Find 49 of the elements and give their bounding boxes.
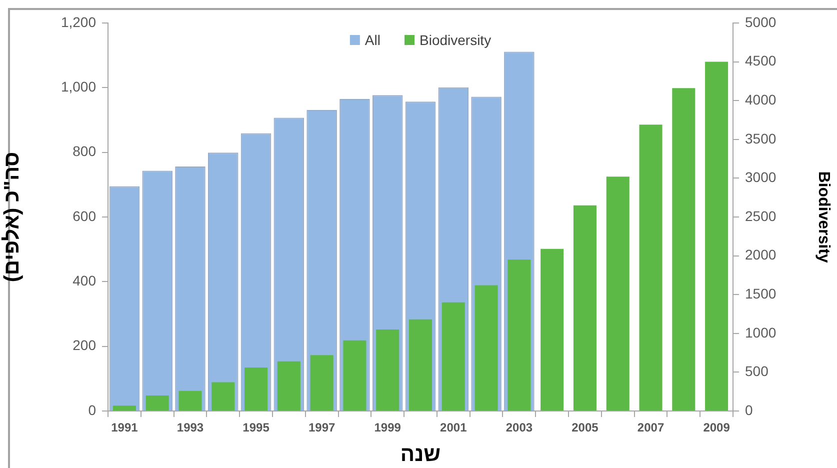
- x-tick-label: 1995: [242, 420, 270, 435]
- bar: [212, 382, 235, 410]
- bar: [672, 88, 696, 410]
- bar: [408, 319, 432, 410]
- y2-tick-label: 3000: [745, 169, 776, 186]
- bar: [540, 248, 564, 410]
- y2-tick-label: 3500: [745, 130, 776, 146]
- bar: [343, 340, 366, 410]
- bar: [277, 361, 300, 410]
- x-tick-label: 2005: [572, 420, 599, 435]
- x-tick-label: 1999: [374, 420, 402, 435]
- bar: [310, 355, 334, 410]
- y-tick-label: 600: [72, 208, 96, 224]
- y-tick-label: 1,000: [60, 78, 96, 95]
- y2-tick-label: 1500: [745, 285, 776, 302]
- x-tick-label: 2003: [506, 420, 533, 435]
- bar: [573, 205, 596, 410]
- legend-label: All: [364, 32, 380, 48]
- bar: [376, 330, 400, 410]
- y2-tick-label: 5000: [745, 14, 776, 30]
- bar: [705, 62, 728, 410]
- x-tick-label: 2001: [440, 420, 468, 435]
- x-tick-label: 1997: [308, 420, 336, 435]
- y-axis-title: סה"כ (אלפים): [0, 152, 24, 282]
- y2-tick-label: 4500: [745, 52, 776, 69]
- x-tick-label: 1993: [176, 420, 204, 435]
- bar: [178, 390, 202, 410]
- y-tick-label: 800: [72, 143, 96, 160]
- bar: [112, 406, 136, 410]
- x-tick-label: 2009: [703, 420, 730, 435]
- x-tick-label: 2007: [637, 420, 664, 435]
- y2-tick-label: 1000: [745, 324, 776, 340]
- legend-label: Biodiversity: [419, 32, 492, 48]
- x-axis-title: שנה: [400, 443, 441, 466]
- y2-tick-label: 2500: [745, 208, 776, 224]
- bar: [146, 395, 169, 410]
- y-tick-label: 1,200: [60, 14, 96, 30]
- y2-tick-label: 4000: [745, 91, 776, 108]
- y-tick-label: 400: [72, 272, 96, 289]
- y-tick-label: 200: [72, 337, 96, 354]
- bar: [244, 368, 268, 410]
- y2-tick-label: 500: [745, 363, 769, 380]
- y2-axis-title: Biodiversity: [814, 171, 832, 263]
- y2-tick-label: 0: [745, 402, 753, 418]
- y-tick-label: 0: [88, 402, 96, 418]
- bar: [639, 124, 662, 410]
- bar: [606, 176, 630, 410]
- x-tick-label: 1991: [111, 420, 138, 435]
- y2-tick-label: 2000: [745, 246, 776, 263]
